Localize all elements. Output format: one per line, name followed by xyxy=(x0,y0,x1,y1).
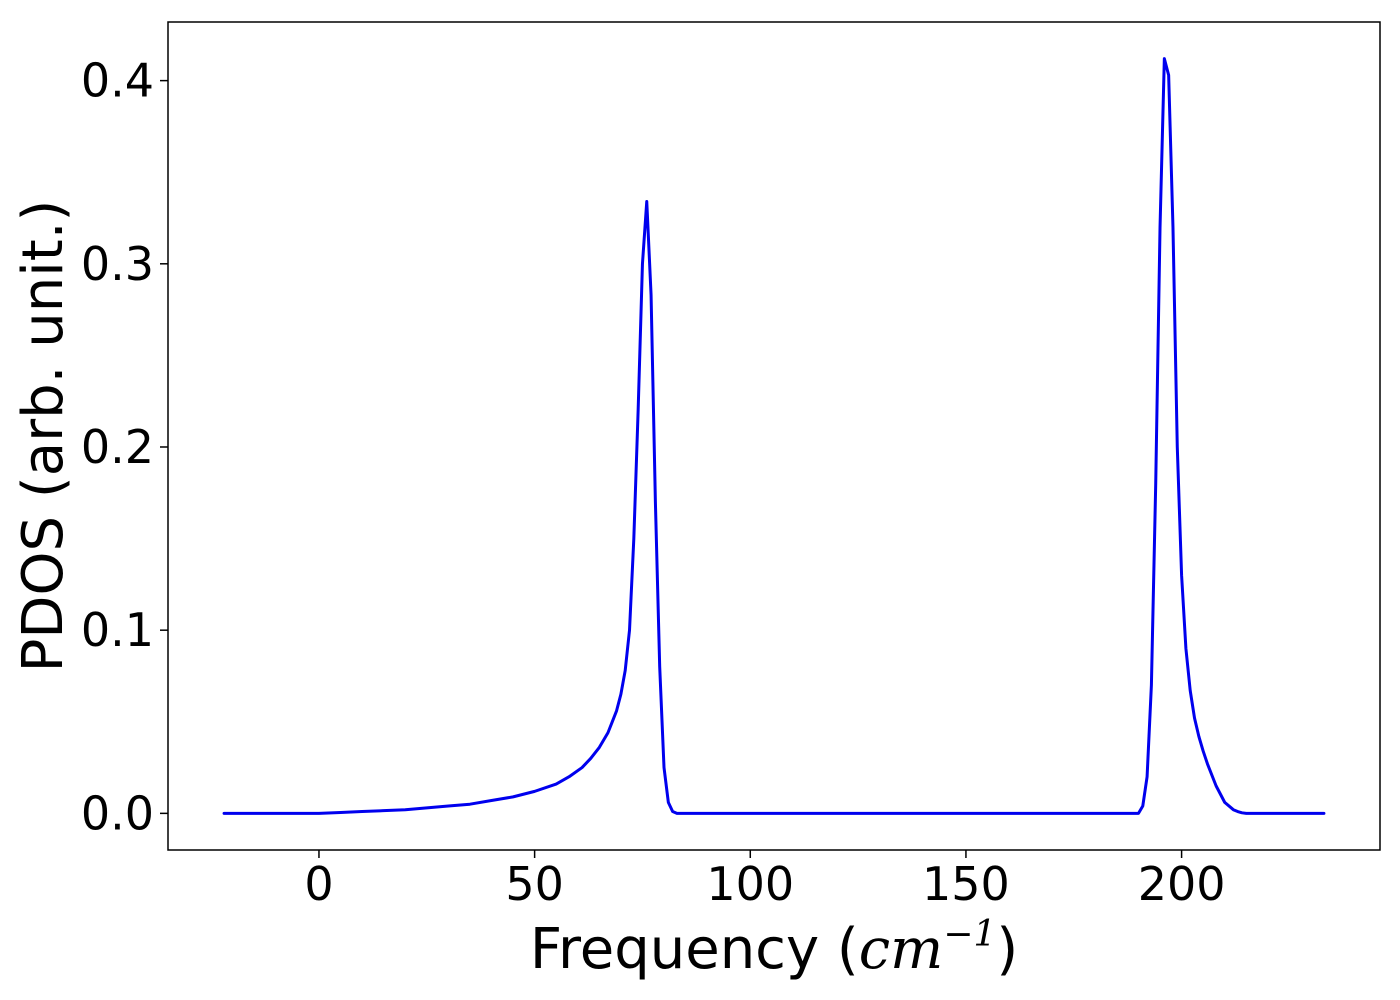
x-axis-ticks: 0 50 100 150 200 xyxy=(304,850,1226,911)
x-axis-label-exponent: −1 xyxy=(943,914,996,955)
y-tick-label: 0.4 xyxy=(81,54,154,108)
y-tick-label: 0.2 xyxy=(81,420,154,474)
x-tick-label: 100 xyxy=(706,857,794,911)
y-tick-label: 0.3 xyxy=(81,237,154,291)
x-tick-label: 0 xyxy=(304,857,333,911)
pdos-series-line xyxy=(222,57,1326,815)
y-axis-label: PDOS (arb. unit.) xyxy=(11,200,76,673)
plot-frame xyxy=(167,21,1381,851)
x-axis-label-unit: cm xyxy=(859,917,943,982)
y-axis-ticks: 0.0 0.1 0.2 0.3 0.4 xyxy=(81,54,168,840)
y-tick-label: 0.1 xyxy=(81,603,154,657)
x-tick-label: 50 xyxy=(505,857,564,911)
x-axis-label: Frequency (cm−1) xyxy=(530,914,1018,982)
x-tick-label: 200 xyxy=(1138,857,1226,911)
y-tick-label: 0.0 xyxy=(81,786,154,840)
x-tick-label: 150 xyxy=(922,857,1010,911)
